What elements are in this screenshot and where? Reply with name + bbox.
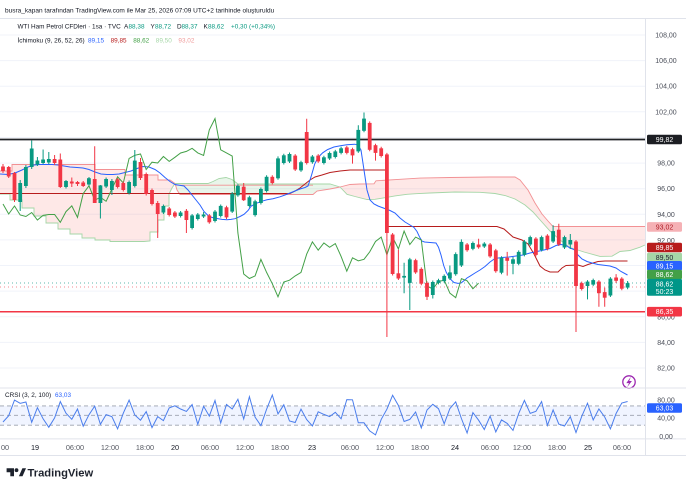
svg-text:00: 00 [1, 443, 9, 452]
svg-text:88,72: 88,72 [155, 24, 171, 31]
svg-text:86,35: 86,35 [656, 309, 674, 316]
svg-text:24: 24 [451, 443, 459, 452]
svg-text:19: 19 [31, 443, 39, 452]
svg-text:93,02: 93,02 [178, 38, 194, 45]
svg-text:89,85: 89,85 [656, 245, 674, 252]
svg-text:96,00: 96,00 [657, 186, 675, 193]
svg-text:06:00: 06:00 [481, 443, 499, 452]
svg-text:84,00: 84,00 [657, 340, 675, 347]
svg-text:88,37: 88,37 [182, 24, 198, 31]
svg-text:99,82: 99,82 [656, 137, 674, 144]
svg-text:23: 23 [308, 443, 316, 452]
svg-text:WTI Ham Petrol CFDleri · 1sa ·: WTI Ham Petrol CFDleri · 1sa · TVC [18, 24, 122, 31]
svg-text:88,62: 88,62 [208, 24, 224, 31]
svg-text:88,62: 88,62 [656, 272, 674, 279]
svg-text:106,00: 106,00 [655, 58, 677, 65]
svg-text:92,00: 92,00 [657, 238, 675, 245]
svg-text:63,03: 63,03 [55, 392, 71, 399]
svg-text:06:00: 06:00 [341, 443, 359, 452]
svg-text:06:00: 06:00 [613, 443, 631, 452]
svg-text:88,62: 88,62 [133, 38, 149, 45]
svg-text:89,50: 89,50 [656, 255, 674, 262]
svg-text:06:00: 06:00 [66, 443, 84, 452]
svg-text:K: K [204, 24, 209, 31]
svg-text:86,00: 86,00 [657, 314, 675, 321]
svg-text:25: 25 [584, 443, 592, 452]
svg-text:12:00: 12:00 [513, 443, 531, 452]
svg-text:busra_kapan tarafından Trading: busra_kapan tarafından TradingView.com i… [5, 8, 275, 15]
svg-text:93,02: 93,02 [656, 224, 674, 231]
svg-text:89,15: 89,15 [656, 263, 674, 270]
svg-text:18:00: 18:00 [548, 443, 566, 452]
svg-text:50:23: 50:23 [656, 289, 674, 296]
svg-text:88,38: 88,38 [129, 24, 145, 31]
svg-text:94,00: 94,00 [657, 212, 675, 219]
svg-text:104,00: 104,00 [655, 84, 677, 91]
svg-text:12:00: 12:00 [236, 443, 254, 452]
svg-text:102,00: 102,00 [655, 109, 677, 116]
svg-text:80,00: 80,00 [657, 398, 675, 405]
svg-text:İchimoku (9, 26, 52, 26): İchimoku (9, 26, 52, 26) [18, 36, 85, 45]
svg-text:D: D [177, 24, 182, 31]
svg-text:12:00: 12:00 [376, 443, 394, 452]
svg-text:89,15: 89,15 [88, 38, 104, 45]
svg-text:18:00: 18:00 [271, 443, 289, 452]
svg-text:CRSI (3, 2, 100): CRSI (3, 2, 100) [5, 392, 51, 399]
svg-text:88,62: 88,62 [656, 282, 674, 289]
svg-text:40,00: 40,00 [657, 416, 675, 423]
svg-text:89,50: 89,50 [156, 38, 172, 45]
svg-text:06:00: 06:00 [201, 443, 219, 452]
svg-text:108,00: 108,00 [655, 33, 677, 40]
svg-text:98,00: 98,00 [657, 161, 675, 168]
svg-text:+0,30 (+0,34%): +0,30 (+0,34%) [231, 24, 275, 31]
svg-text:Y: Y [151, 24, 156, 31]
svg-text:A: A [124, 24, 129, 31]
svg-text:18:00: 18:00 [136, 443, 154, 452]
svg-text:63,03: 63,03 [656, 406, 674, 413]
svg-text:20: 20 [171, 443, 179, 452]
svg-text:0,00: 0,00 [659, 434, 673, 441]
svg-text:82,00: 82,00 [657, 366, 675, 373]
svg-text:12:00: 12:00 [101, 443, 119, 452]
svg-text:18:00: 18:00 [411, 443, 429, 452]
svg-text:TradingView: TradingView [28, 468, 94, 480]
svg-text:89,85: 89,85 [111, 38, 127, 45]
